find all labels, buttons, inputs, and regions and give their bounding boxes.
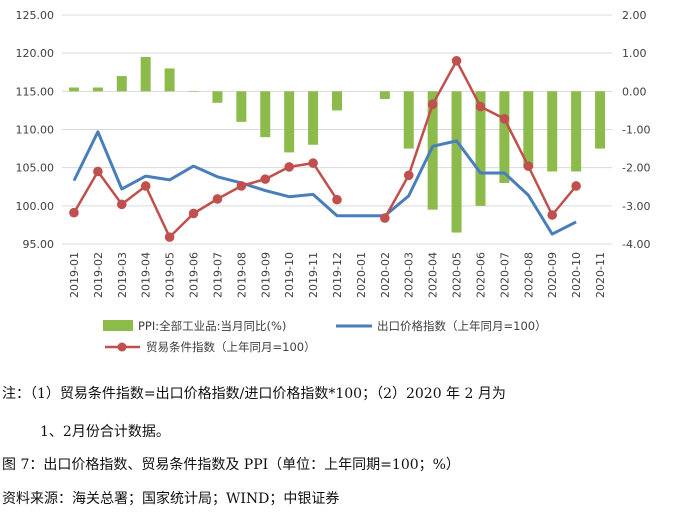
right-tick-label: -4.00	[622, 238, 650, 251]
ppi-bar	[571, 91, 582, 172]
terms-of-trade-point	[332, 194, 342, 205]
ppi-bar	[403, 91, 414, 149]
x-tick-label: 2019-07	[211, 252, 224, 298]
ppi-bar	[499, 91, 510, 183]
terms-of-trade-point	[571, 181, 581, 191]
terms-of-trade-point	[427, 99, 438, 110]
ppi-bar	[260, 91, 271, 138]
left-tick-label: 120.00	[16, 47, 55, 60]
figure-caption: 图 7：出口价格指数、贸易条件指数及 PPI（单位：上年同期=100；%）	[2, 457, 460, 473]
terms-of-trade-point	[403, 170, 414, 181]
x-tick-label: 2019-06	[188, 252, 201, 298]
x-tick-label: 2020-09	[546, 252, 559, 298]
legend: PPI:全部工业品:当月同比(%) 出口价格指数（上年同月=100） 贸易条件指…	[103, 319, 547, 354]
ppi-bar	[164, 68, 175, 92]
right-tick-label: 1.00	[622, 47, 647, 60]
legend-label-export: 出口价格指数（上年同月=100）	[377, 319, 547, 333]
x-tick-label: 2019-12	[331, 252, 344, 298]
x-tick-label: 2020-05	[451, 252, 464, 298]
ppi-bars	[68, 56, 606, 233]
terms-of-trade-point	[236, 181, 247, 191]
left-axis-ticks: 95.00 100.00 105.00 110.00 115.00 120.00 125.0…	[16, 9, 55, 251]
ppi-bar	[427, 91, 438, 210]
ppi-bar	[212, 91, 223, 103]
right-tick-label: -2.00	[622, 162, 650, 175]
x-tick-label: 2019-03	[116, 252, 129, 298]
x-tick-label: 2020-02	[379, 252, 392, 298]
legend-marker-terms	[117, 342, 127, 352]
x-tick-label: 2019-05	[164, 252, 177, 298]
terms-of-trade-point	[523, 161, 534, 171]
terms-of-trade-point	[547, 210, 558, 220]
left-tick-label: 125.00	[16, 9, 55, 22]
x-tick-label: 2019-04	[140, 252, 153, 298]
ppi-bar	[188, 91, 199, 92]
source-line: 资料来源：海关总署；国家统计局；WIND；中银证券	[2, 491, 340, 507]
ppi-bar	[595, 91, 606, 149]
ppi-bar	[547, 91, 558, 172]
left-tick-label: 95.00	[23, 238, 55, 251]
ppi-bar	[523, 91, 534, 168]
x-tick-label: 2019-08	[235, 252, 248, 298]
terms-of-trade-point	[284, 162, 294, 172]
export-price-line	[72, 130, 577, 236]
legend-swatch-ppi	[103, 320, 133, 331]
x-tick-label: 2019-10	[283, 252, 296, 298]
legend-label-ppi: PPI:全部工业品:当月同比(%)	[138, 319, 286, 333]
right-tick-label: -1.00	[622, 124, 650, 137]
x-tick-label: 2020-06	[474, 252, 487, 298]
left-tick-label: 100.00	[16, 200, 55, 213]
terms-of-trade-point	[475, 101, 486, 112]
ppi-bar	[379, 91, 390, 99]
ppi-bar	[140, 56, 151, 92]
terms-of-trade-point	[188, 208, 199, 219]
terms-of-trade-point	[308, 158, 318, 168]
x-axis-ticks: 2019-01 2019-02 2019-03 2019-04 2019-05 2019-…	[68, 252, 607, 298]
right-tick-label: -3.00	[622, 200, 650, 213]
x-tick-label: 2020-10	[570, 252, 583, 298]
terms-of-trade-point	[116, 199, 127, 210]
ppi-bar	[116, 76, 127, 92]
terms-of-trade-point	[260, 174, 271, 184]
ppi-bar	[92, 87, 103, 92]
note-line-1: 注：（1）贸易条件指数=出口价格指数/进口价格指数*100；（2）2020 年 …	[2, 386, 506, 402]
ppi-bar	[284, 91, 295, 153]
x-tick-label: 2020-04	[427, 252, 440, 298]
x-tick-label: 2020-08	[522, 252, 535, 298]
terms-of-trade-point	[499, 114, 510, 124]
x-tick-label: 2020-11	[594, 252, 607, 298]
terms-of-trade-point	[69, 207, 79, 218]
terms-of-trade-point	[140, 181, 151, 191]
ppi-bar	[308, 91, 319, 145]
left-tick-label: 115.00	[16, 85, 55, 98]
ppi-bar	[451, 91, 462, 233]
left-tick-label: 105.00	[16, 162, 55, 175]
right-tick-label: 2.00	[622, 9, 647, 22]
legend-label-terms: 贸易条件指数（上年同月=100）	[146, 340, 316, 354]
x-tick-label: 2019-09	[259, 252, 272, 298]
terms-of-trade-point	[380, 213, 390, 223]
terms-of-trade-point	[451, 56, 462, 66]
terms-of-trade-point	[164, 232, 175, 242]
ppi-bar	[236, 91, 247, 122]
terms-of-trade-point	[212, 194, 223, 204]
ppi-bar	[68, 87, 79, 92]
ppi-bar	[475, 91, 486, 206]
x-tick-label: 2019-01	[68, 252, 81, 298]
x-tick-label: 2019-02	[92, 252, 105, 298]
left-tick-label: 110.00	[16, 124, 55, 137]
right-axis-ticks: -4.00 -3.00 -2.00 -1.00 0.00 1.00 2.00	[622, 9, 650, 251]
x-tick-label: 2020-07	[498, 252, 511, 298]
terms-of-trade-point	[93, 166, 103, 177]
ppi-bar	[332, 91, 342, 111]
x-tick-label: 2020-01	[355, 252, 368, 298]
x-tick-label: 2020-03	[403, 252, 416, 298]
series-lines	[69, 56, 581, 242]
x-tick-label: 2019-11	[307, 252, 320, 298]
right-tick-label: 0.00	[622, 85, 647, 98]
note-line-2: 1、2月份合计数据。	[40, 424, 170, 440]
chart: 95.00 100.00 105.00 110.00 115.00 120.00 125.0…	[16, 9, 651, 354]
